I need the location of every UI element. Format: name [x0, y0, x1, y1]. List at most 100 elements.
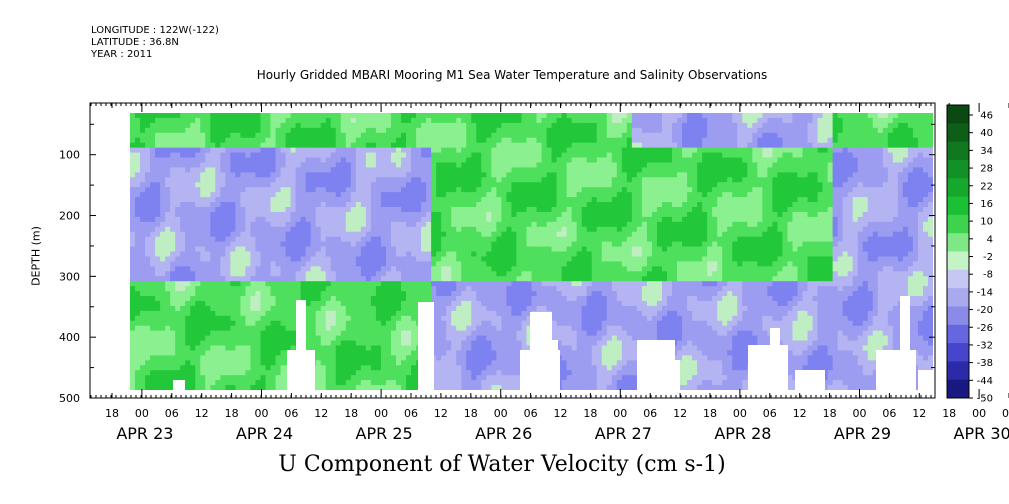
- heatmap-cell: [380, 137, 387, 144]
- heatmap-cell: [561, 300, 568, 307]
- heatmap-cell: [476, 113, 482, 119]
- heatmap-cell: [451, 221, 457, 228]
- heatmap-cell: [165, 142, 171, 149]
- heatmap-cell: [446, 122, 452, 129]
- heatmap-cell: [471, 177, 477, 183]
- heatmap-cell: [501, 221, 508, 228]
- heatmap-cell: [240, 162, 247, 169]
- heatmap-cell: [491, 276, 497, 282]
- heatmap-cell: [431, 132, 437, 139]
- heatmap-cell: [506, 276, 513, 282]
- heatmap-cell: [315, 286, 322, 292]
- heatmap-cell: [245, 221, 252, 228]
- heatmap-cell: [275, 355, 282, 361]
- heatmap-cell: [516, 350, 523, 356]
- heatmap-cell: [345, 157, 352, 164]
- heatmap-cell: [290, 221, 297, 228]
- heatmap-cell: [451, 385, 457, 390]
- heatmap-cell: [265, 132, 272, 139]
- heatmap-cell: [401, 300, 407, 307]
- heatmap-cell: [561, 365, 568, 371]
- heatmap-cell: [275, 375, 282, 381]
- heatmap-cell: [335, 385, 342, 390]
- heatmap-cell: [476, 157, 482, 164]
- heatmap-cell: [330, 370, 337, 376]
- heatmap-cell: [210, 152, 216, 159]
- heatmap-cell: [576, 117, 583, 124]
- heatmap-cell: [185, 345, 191, 352]
- heatmap-cell: [310, 325, 317, 332]
- heatmap-cell: [240, 147, 247, 154]
- heatmap-cell: [551, 157, 558, 164]
- heatmap-cell: [180, 172, 186, 178]
- heatmap-cell: [170, 305, 176, 312]
- heatmap-cell: [190, 211, 196, 218]
- heatmap-cell: [421, 296, 427, 302]
- heatmap-cell: [310, 335, 317, 342]
- heatmap-cell: [250, 137, 257, 144]
- heatmap-cell: [541, 211, 548, 218]
- heatmap-cell: [526, 325, 533, 332]
- heatmap-cell: [571, 305, 578, 312]
- heatmap-cell: [330, 241, 337, 248]
- heatmap-cell: [426, 177, 432, 183]
- heatmap-cell: [531, 113, 538, 119]
- heatmap-cell: [491, 211, 497, 218]
- heatmap-cell: [456, 187, 462, 193]
- heatmap-cell: [370, 236, 377, 243]
- heatmap-cell: [516, 261, 523, 267]
- heatmap-cell: [511, 310, 518, 317]
- heatmap-cell: [285, 177, 292, 183]
- heatmap-cell: [466, 380, 472, 386]
- heatmap-cell: [240, 182, 247, 188]
- heatmap-cell: [140, 385, 146, 390]
- heatmap-cell: [210, 231, 216, 238]
- heatmap-cell: [431, 206, 437, 213]
- heatmap-cell: [556, 345, 563, 352]
- heatmap-cell: [330, 305, 337, 312]
- heatmap-cell: [145, 122, 151, 129]
- heatmap-cell: [250, 202, 257, 208]
- heatmap-cell: [571, 345, 578, 352]
- heatmap-cell: [270, 355, 277, 361]
- heatmap-cell: [130, 192, 136, 198]
- heatmap-cell: [200, 221, 206, 228]
- heatmap-cell: [345, 370, 352, 376]
- heatmap-cell: [190, 167, 196, 173]
- heatmap-cell: [446, 345, 452, 352]
- heatmap-cell: [265, 281, 272, 287]
- heatmap-cell: [290, 113, 297, 119]
- heatmap-cell: [496, 246, 502, 253]
- heatmap-cell: [245, 152, 252, 159]
- heatmap-cell: [235, 231, 242, 238]
- heatmap-cell: [486, 241, 492, 248]
- heatmap-cell: [160, 127, 166, 134]
- heatmap-cell: [145, 335, 151, 342]
- heatmap-cell: [180, 177, 186, 183]
- heatmap-cell: [240, 152, 247, 159]
- heatmap-cell: [250, 172, 257, 178]
- heatmap-cell: [446, 266, 452, 272]
- heatmap-cell: [260, 271, 267, 277]
- heatmap-cell: [210, 197, 216, 203]
- heatmap-cell: [481, 360, 487, 366]
- heatmap-cell: [471, 246, 477, 253]
- heatmap-cell: [350, 226, 357, 233]
- heatmap-cell: [265, 117, 272, 124]
- heatmap-cell: [476, 375, 482, 381]
- heatmap-cell: [165, 360, 171, 366]
- heatmap-cell: [365, 375, 372, 381]
- heatmap-cell: [200, 182, 206, 188]
- heatmap-cell: [416, 117, 422, 124]
- heatmap-cell: [546, 197, 553, 203]
- heatmap-cell: [380, 221, 387, 228]
- heatmap-cell: [195, 172, 201, 178]
- heatmap-cell: [270, 152, 277, 159]
- heatmap-cell: [451, 172, 457, 178]
- heatmap-cell: [456, 192, 462, 198]
- heatmap-cell: [380, 152, 387, 159]
- heatmap-cell: [255, 325, 262, 332]
- heatmap-cell: [476, 221, 482, 228]
- heatmap-cell: [531, 197, 538, 203]
- heatmap-cell: [210, 261, 216, 267]
